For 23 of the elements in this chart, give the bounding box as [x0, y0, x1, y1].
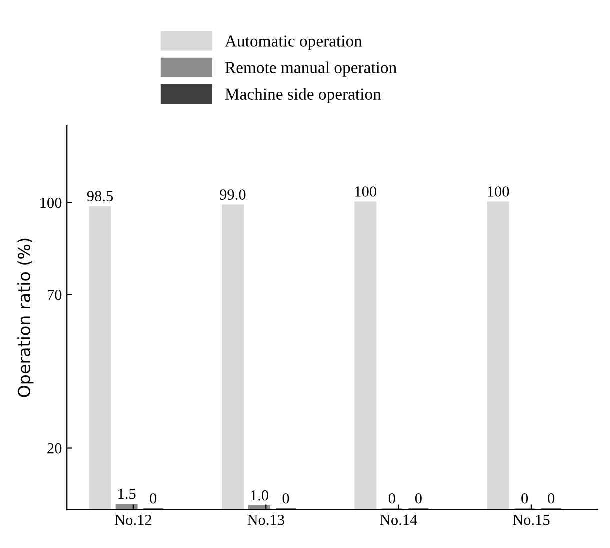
data-label: 0	[388, 493, 396, 504]
y-tick-label: 100	[40, 198, 62, 208]
x-tick-label: No.13	[248, 514, 284, 526]
x-tick-label: No.15	[513, 515, 550, 526]
y-tick-label: 70	[48, 290, 62, 300]
data-label: 0	[415, 493, 422, 504]
data-label: 99.0	[220, 190, 246, 200]
x-tick-label: No.14	[380, 515, 418, 526]
x-tick-label: No.12	[114, 514, 152, 526]
data-label: 0	[150, 493, 157, 504]
data-label: 1.5	[118, 488, 136, 500]
data-label: 100	[488, 186, 510, 197]
data-label: 98.5	[87, 191, 114, 202]
y-tick-label: 20	[48, 443, 62, 454]
data-label: 0	[522, 493, 528, 504]
data-label: 1.0	[251, 490, 268, 501]
y-axis-title: Operation ratio (%)	[18, 238, 34, 398]
legend-label: Automatic operation	[225, 36, 362, 50]
data-label: 0	[282, 493, 290, 504]
data-label: 0	[548, 493, 555, 504]
data-label: 100	[356, 186, 376, 197]
legend-label: Remote manual operation	[225, 62, 397, 77]
legend-label: Machine side operation	[225, 88, 382, 104]
